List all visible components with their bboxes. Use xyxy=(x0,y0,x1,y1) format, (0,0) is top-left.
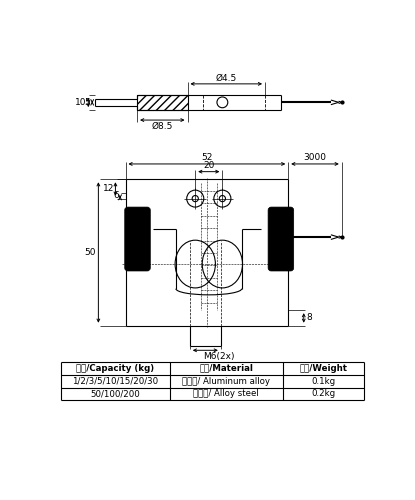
FancyBboxPatch shape xyxy=(268,207,294,271)
Text: Ø8.5: Ø8.5 xyxy=(151,122,173,130)
Text: 材料/Material: 材料/Material xyxy=(199,364,253,373)
Text: 50: 50 xyxy=(85,248,96,257)
Text: 重量/Weight: 重量/Weight xyxy=(300,364,347,373)
Text: 0.1kg: 0.1kg xyxy=(311,376,336,386)
Text: 合金锂/ Alloy steel: 合金锂/ Alloy steel xyxy=(193,390,259,398)
Text: M6(2x): M6(2x) xyxy=(203,352,234,361)
Text: 0.2kg: 0.2kg xyxy=(311,390,336,398)
Text: 50/100/200: 50/100/200 xyxy=(90,390,140,398)
Text: 10: 10 xyxy=(74,98,86,107)
Text: 20: 20 xyxy=(203,161,215,170)
Text: 5: 5 xyxy=(84,98,90,107)
Text: Ø4.5: Ø4.5 xyxy=(216,74,237,82)
Text: 6: 6 xyxy=(114,192,119,200)
Text: 1/2/3/5/10/15/20/30: 1/2/3/5/10/15/20/30 xyxy=(72,376,159,386)
Text: 铝合金/ Aluminum alloy: 铝合金/ Aluminum alloy xyxy=(182,376,270,386)
Text: 52: 52 xyxy=(201,154,212,162)
FancyBboxPatch shape xyxy=(125,207,150,271)
Text: 量程/Capacity (kg): 量程/Capacity (kg) xyxy=(76,364,154,373)
Polygon shape xyxy=(137,94,188,110)
Text: 3000: 3000 xyxy=(303,154,327,162)
Text: 12: 12 xyxy=(103,184,114,194)
Text: 8: 8 xyxy=(306,314,312,322)
